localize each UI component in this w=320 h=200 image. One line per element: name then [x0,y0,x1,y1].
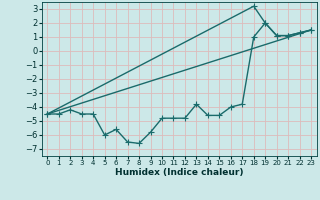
X-axis label: Humidex (Indice chaleur): Humidex (Indice chaleur) [115,168,244,177]
